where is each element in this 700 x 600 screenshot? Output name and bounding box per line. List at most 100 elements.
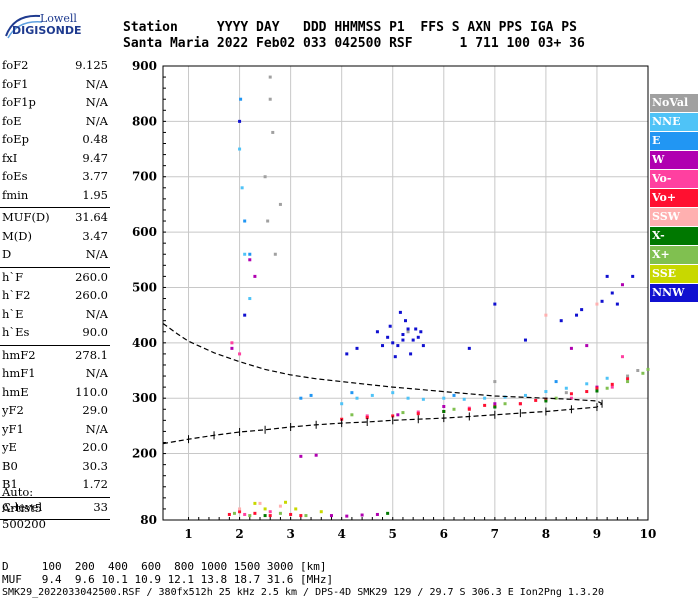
echo-point-e [554, 380, 558, 384]
echo-point-x [401, 411, 405, 415]
echo-point-x [452, 407, 456, 411]
legend-item-noval: NoVal [650, 94, 698, 112]
echo-point-e [452, 393, 456, 397]
legend-item-nnw: NNW [650, 284, 698, 302]
chart-grid [163, 65, 649, 521]
param-name: hmE [2, 384, 29, 399]
x-tick-label: 5 [389, 527, 397, 541]
param-value: 260.0 [75, 269, 108, 284]
legend-item-sse: SSE [650, 265, 698, 283]
echo-point-nnw [467, 346, 471, 350]
echo-point-e [248, 252, 252, 256]
echo-point-x [442, 409, 446, 413]
echo-point-w [585, 344, 589, 348]
echo-point-vo [569, 392, 573, 396]
param-value: 3.77 [82, 169, 108, 183]
echo-point-vo [365, 416, 369, 420]
echo-point-nne [340, 402, 344, 406]
param-value: 90.0 [82, 325, 108, 339]
profile-curve [162, 403, 603, 445]
profile-curve [162, 323, 603, 405]
echo-point-sse [253, 501, 257, 505]
y-tick-label: 700 [132, 170, 157, 184]
echo-point-w [314, 453, 318, 457]
param-value: 1.95 [82, 187, 108, 202]
echo-point-nne [564, 386, 568, 390]
param-name: h`F2 [2, 288, 31, 302]
echo-point-nne [523, 393, 527, 397]
param-separator [0, 266, 110, 268]
echo-point-w [442, 405, 446, 408]
y-tick-label: 300 [132, 391, 157, 405]
echo-point-vo [534, 398, 538, 402]
param-row: M(D) 3.47 [0, 229, 110, 247]
echo-point-nnw [605, 274, 609, 278]
echo-point-x [646, 367, 650, 371]
param-row: hmE 110.0 [0, 385, 110, 403]
x-tick-label: 4 [338, 527, 346, 541]
param-value: 1.72 [82, 477, 108, 491]
echo-point-nnw [388, 324, 392, 328]
echo-point-ssw [278, 504, 282, 508]
param-row: fxI 9.47 [0, 151, 110, 169]
param-row: B1 1.72 [0, 477, 110, 495]
echo-point-w [230, 346, 234, 350]
echo-point-vo [268, 510, 272, 514]
echo-point-nne [462, 397, 466, 401]
echo-point-sse [263, 507, 267, 511]
echo-point-noval [268, 75, 272, 79]
echo-point-nnw [421, 344, 425, 348]
echo-point-x [595, 389, 599, 393]
param-value: N/A [85, 95, 108, 109]
echo-point-nnw [345, 352, 349, 356]
echo-point-noval [273, 252, 277, 256]
echo-point-sse [284, 500, 288, 504]
echo-point-vo [238, 352, 242, 356]
echo-point-noval [636, 369, 640, 373]
echo-point-nne [503, 395, 507, 399]
echo-point-x [248, 514, 252, 518]
echo-point-vo [365, 414, 369, 418]
echo-point-x [278, 511, 282, 515]
x-tick-label: 2 [235, 527, 243, 541]
echo-point-nnw [416, 335, 420, 339]
legend-item-w: W [650, 151, 698, 169]
chart-data-layer [162, 75, 650, 518]
echo-point-nnw [401, 338, 405, 342]
echo-point-noval [626, 374, 630, 378]
param-value: 278.1 [75, 347, 108, 362]
echo-point-x [232, 511, 236, 515]
echo-point-nne [483, 396, 487, 400]
echo-point-nnw [398, 310, 402, 314]
param-name: M(D) [2, 228, 32, 243]
echo-point-nnw [386, 335, 390, 339]
y-tick-label: 200 [132, 447, 157, 461]
param-value: N/A [85, 113, 108, 128]
y-tick-label: 800 [132, 114, 157, 128]
auto-label: Auto: [2, 485, 34, 499]
echo-point-nnw [243, 313, 247, 317]
y-tick-label: 400 [132, 336, 157, 350]
echo-point-vo [268, 514, 272, 518]
echo-point-sse [319, 510, 323, 514]
echo-point-vo [230, 341, 234, 345]
param-name: hmF2 [2, 347, 36, 362]
echo-point-nne [406, 396, 410, 400]
param-separator [0, 344, 110, 346]
echo-point-nnw [559, 319, 563, 323]
param-name: D [2, 247, 12, 261]
echo-point-nnw [238, 119, 242, 123]
echo-point-nne [391, 391, 395, 395]
param-row: foF2 9.125 [0, 58, 110, 76]
param-row: foEs 3.77 [0, 169, 110, 187]
legend-item-vo: Vo+ [650, 189, 698, 207]
param-name: foEp [2, 132, 29, 146]
echo-point-nnw [493, 302, 497, 306]
echo-point-vo [238, 510, 242, 514]
x-tick-label: 6 [440, 527, 448, 541]
echo-point-nne [544, 390, 548, 394]
param-value: 20.0 [82, 440, 108, 454]
echo-point-w [345, 514, 349, 518]
param-row: yF1 N/A [0, 422, 110, 440]
echo-point-nnw [409, 352, 413, 356]
